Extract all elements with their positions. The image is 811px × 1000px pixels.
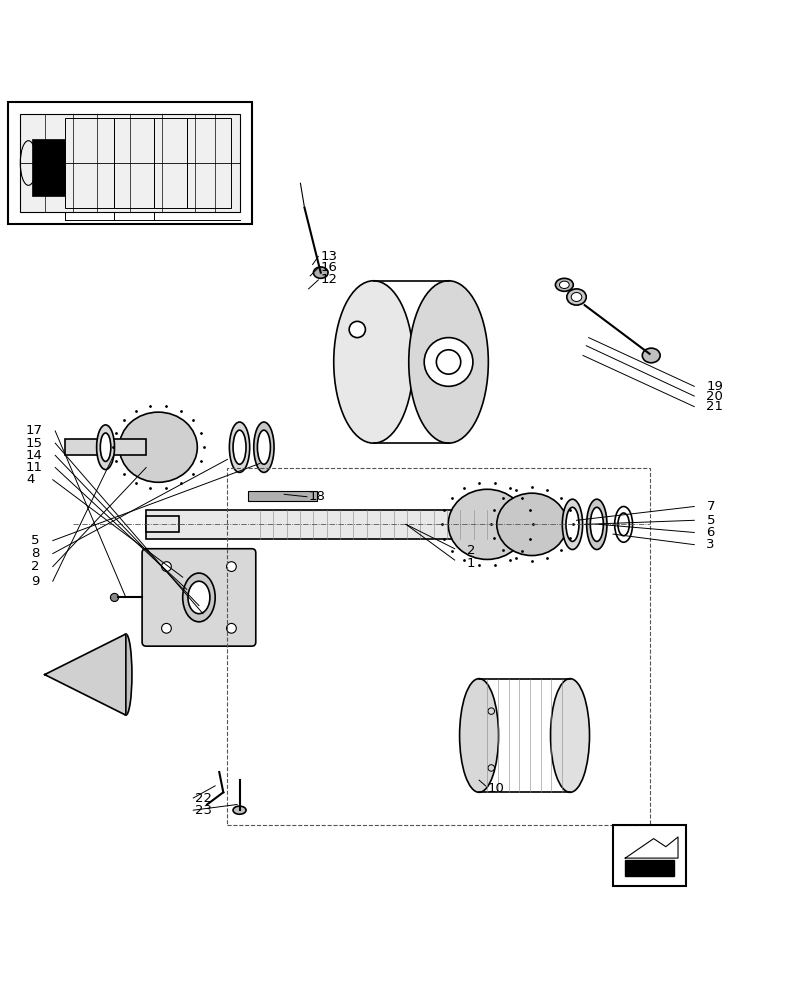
Bar bbox=[114, 118, 154, 208]
Ellipse shape bbox=[187, 581, 209, 614]
Text: 23: 23 bbox=[195, 804, 212, 817]
Text: 8: 8 bbox=[31, 547, 39, 560]
Ellipse shape bbox=[590, 507, 603, 541]
Bar bbox=[227, 468, 649, 825]
Text: 12: 12 bbox=[320, 273, 337, 286]
Ellipse shape bbox=[233, 430, 246, 464]
Ellipse shape bbox=[226, 623, 236, 633]
Text: 17: 17 bbox=[26, 424, 43, 437]
Ellipse shape bbox=[161, 623, 171, 633]
Text: 20: 20 bbox=[706, 390, 723, 403]
Ellipse shape bbox=[570, 293, 581, 301]
Text: 13: 13 bbox=[320, 250, 337, 263]
Text: 4: 4 bbox=[26, 473, 34, 486]
Ellipse shape bbox=[313, 267, 328, 278]
Ellipse shape bbox=[459, 679, 498, 792]
Bar bbox=[146, 510, 568, 539]
Ellipse shape bbox=[349, 321, 365, 338]
Text: 2: 2 bbox=[466, 544, 474, 557]
Text: 16: 16 bbox=[320, 261, 337, 274]
Ellipse shape bbox=[119, 412, 197, 482]
Ellipse shape bbox=[161, 562, 171, 571]
Text: 9: 9 bbox=[31, 575, 39, 588]
Ellipse shape bbox=[257, 430, 270, 464]
Text: 6: 6 bbox=[706, 526, 714, 539]
Ellipse shape bbox=[101, 433, 110, 461]
Ellipse shape bbox=[565, 507, 578, 541]
Ellipse shape bbox=[550, 679, 589, 792]
Text: 21: 21 bbox=[706, 400, 723, 413]
Text: 15: 15 bbox=[26, 437, 43, 450]
Ellipse shape bbox=[436, 350, 460, 374]
Ellipse shape bbox=[97, 425, 114, 470]
Bar bbox=[8, 102, 251, 224]
Bar bbox=[20, 114, 239, 212]
Ellipse shape bbox=[119, 634, 131, 715]
Bar bbox=[247, 491, 316, 501]
Bar bbox=[154, 118, 187, 208]
FancyBboxPatch shape bbox=[142, 549, 255, 646]
Bar bbox=[146, 516, 178, 532]
Ellipse shape bbox=[448, 489, 526, 559]
Text: 22: 22 bbox=[195, 792, 212, 805]
Text: 5: 5 bbox=[31, 534, 39, 547]
Text: 18: 18 bbox=[308, 490, 325, 503]
Text: 5: 5 bbox=[706, 514, 714, 527]
Text: 11: 11 bbox=[26, 461, 43, 474]
Ellipse shape bbox=[226, 562, 236, 571]
Ellipse shape bbox=[586, 499, 606, 550]
Polygon shape bbox=[45, 634, 126, 715]
Ellipse shape bbox=[408, 281, 487, 443]
Ellipse shape bbox=[110, 593, 118, 601]
Ellipse shape bbox=[253, 422, 273, 472]
Ellipse shape bbox=[229, 422, 249, 472]
Ellipse shape bbox=[559, 281, 569, 288]
Ellipse shape bbox=[561, 499, 581, 550]
Ellipse shape bbox=[182, 573, 215, 622]
Bar bbox=[551, 515, 576, 534]
Bar bbox=[65, 118, 114, 208]
Bar bbox=[187, 118, 231, 208]
Bar bbox=[65, 439, 146, 455]
Text: 10: 10 bbox=[487, 782, 504, 795]
Bar bbox=[612, 825, 685, 886]
Text: 19: 19 bbox=[706, 380, 723, 393]
Text: 7: 7 bbox=[706, 500, 714, 513]
Text: 2: 2 bbox=[31, 560, 39, 573]
Ellipse shape bbox=[566, 289, 586, 305]
Ellipse shape bbox=[642, 348, 659, 363]
Text: 3: 3 bbox=[706, 538, 714, 551]
Ellipse shape bbox=[423, 338, 472, 386]
Polygon shape bbox=[624, 860, 673, 876]
Ellipse shape bbox=[233, 806, 246, 814]
Bar bbox=[32, 139, 65, 196]
Text: 1: 1 bbox=[466, 557, 474, 570]
Ellipse shape bbox=[555, 278, 573, 291]
Text: 14: 14 bbox=[26, 449, 43, 462]
Ellipse shape bbox=[496, 493, 566, 556]
Ellipse shape bbox=[333, 281, 413, 443]
